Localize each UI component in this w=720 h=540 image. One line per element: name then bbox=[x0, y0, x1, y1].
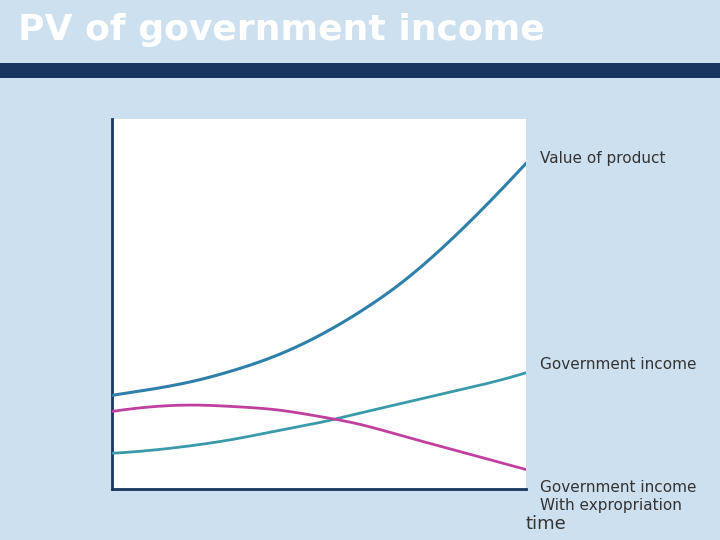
Text: Government income
With expropriation: Government income With expropriation bbox=[540, 480, 696, 512]
Text: PV of government income: PV of government income bbox=[18, 13, 545, 47]
Text: time: time bbox=[526, 515, 567, 532]
Text: Value of product: Value of product bbox=[540, 151, 665, 166]
Text: Government income: Government income bbox=[540, 357, 696, 372]
Bar bbox=[0, 63, 720, 78]
